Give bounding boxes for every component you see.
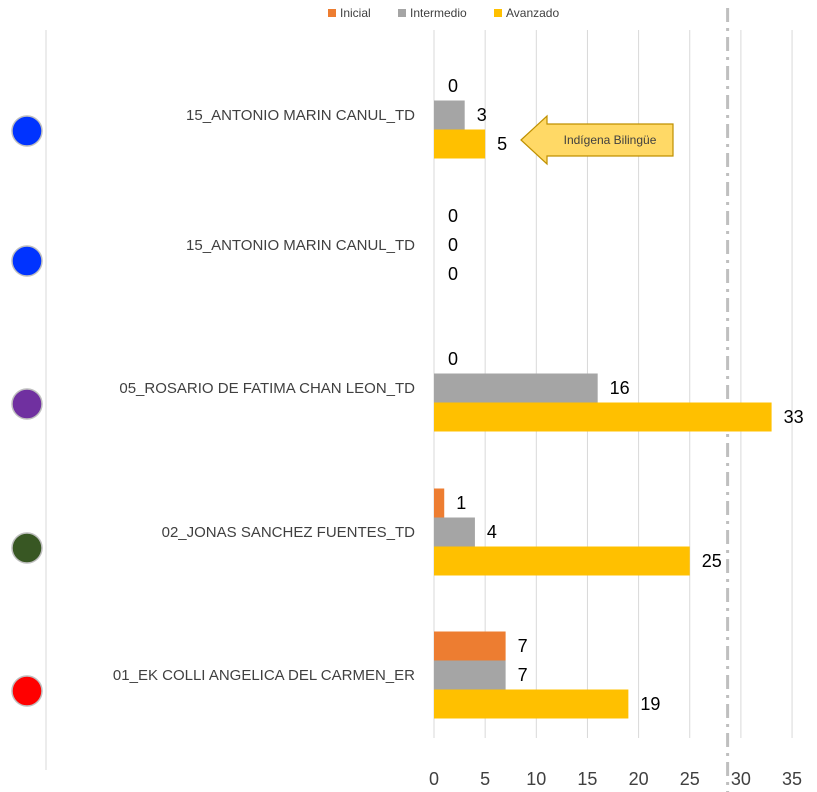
data-label: 0 — [448, 76, 458, 96]
x-tick-label: 25 — [680, 769, 700, 789]
data-label: 7 — [518, 665, 528, 685]
x-tick-label: 0 — [429, 769, 439, 789]
bar-inicial — [434, 631, 506, 661]
category-label: 15_ANTONIO MARIN CANUL_TD — [186, 237, 415, 254]
legend-label: Avanzado — [506, 6, 559, 20]
bar-intermedio — [434, 517, 475, 547]
data-label: 19 — [640, 694, 660, 714]
marker-circle — [11, 532, 43, 564]
marker-circle — [11, 675, 43, 707]
legend-label: Inicial — [340, 6, 371, 20]
x-tick-label: 15 — [577, 769, 597, 789]
bar-avanzado — [434, 546, 690, 576]
x-tick-label: 5 — [480, 769, 490, 789]
bar-avanzado — [434, 129, 486, 159]
data-label: 5 — [497, 134, 507, 154]
legend-swatch-inicial — [328, 9, 336, 17]
bar-inicial — [434, 488, 445, 518]
bar-avanzado — [434, 402, 772, 432]
legend-swatch-avanzado — [494, 9, 502, 17]
data-label: 7 — [518, 636, 528, 656]
callout-arrow — [520, 114, 674, 166]
x-tick-label: 10 — [526, 769, 546, 789]
legend-swatch-intermedio — [398, 9, 406, 17]
x-tick-label: 20 — [629, 769, 649, 789]
callout-label: Indígena Bilingüe — [564, 133, 657, 147]
bar-intermedio — [434, 660, 506, 690]
bar-intermedio — [434, 373, 598, 403]
data-label: 33 — [784, 407, 804, 427]
bar-intermedio — [434, 100, 465, 130]
category-label: 01_EK COLLI ANGELICA DEL CARMEN_ER — [113, 667, 415, 684]
data-label: 0 — [448, 235, 458, 255]
x-tick-label: 30 — [731, 769, 751, 789]
data-label: 0 — [448, 349, 458, 369]
data-label: 4 — [487, 522, 497, 542]
data-label: 1 — [456, 493, 466, 513]
data-label: 16 — [610, 378, 630, 398]
category-label: 15_ANTONIO MARIN CANUL_TD — [186, 107, 415, 124]
data-label: 3 — [477, 105, 487, 125]
data-label: 0 — [448, 264, 458, 284]
category-label: 02_JONAS SANCHEZ FUENTES_TD — [162, 524, 416, 541]
bar-avanzado — [434, 689, 629, 719]
data-label: 25 — [702, 551, 722, 571]
x-tick-label: 35 — [782, 769, 802, 789]
marker-circle — [11, 115, 43, 147]
marker-circle — [11, 245, 43, 277]
marker-circle — [11, 388, 43, 420]
legend-label: Intermedio — [410, 6, 467, 20]
category-label: 05_ROSARIO DE FATIMA CHAN LEON_TD — [119, 380, 415, 397]
data-label: 0 — [448, 206, 458, 226]
